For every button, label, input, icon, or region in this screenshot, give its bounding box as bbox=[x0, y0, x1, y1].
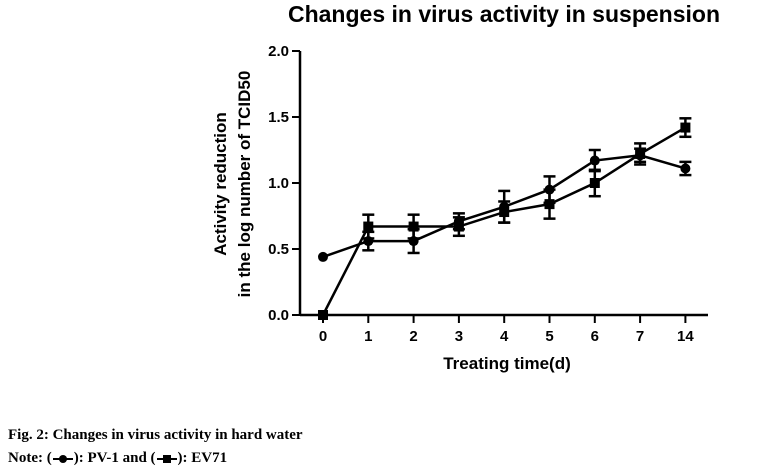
x-axis-label: Treating time(d) bbox=[443, 354, 571, 373]
data-point-ev71 bbox=[318, 310, 328, 320]
data-point-pv-1 bbox=[589, 155, 600, 166]
data-point-pv-1 bbox=[680, 163, 691, 174]
note-mid1: ): PV-1 and ( bbox=[73, 450, 156, 466]
data-point-ev71 bbox=[544, 199, 555, 210]
x-tick-label: 14 bbox=[677, 328, 694, 345]
x-tick-label: 0 bbox=[319, 328, 327, 345]
pv1-legend-icon bbox=[52, 454, 73, 463]
y-tick-label: 1.5 bbox=[268, 109, 289, 126]
y-axis-label-line2: in the log number of TCID50 bbox=[235, 71, 254, 298]
chart: Changes in virus activity in suspension … bbox=[211, 1, 720, 373]
y-tick-label: 0.5 bbox=[268, 241, 289, 258]
plot-area: 0.0 0.5 1.0 1.5 2.0 0 1 2 3 4 5 6 7 14 bbox=[268, 43, 694, 345]
y-tick-label: 1.0 bbox=[268, 175, 289, 192]
y-tick-label: 0.0 bbox=[268, 307, 289, 324]
x-tick-label: 1 bbox=[364, 328, 372, 345]
x-tick-label: 4 bbox=[500, 328, 509, 345]
figure-caption: Fig. 2: Changes in virus activity in har… bbox=[8, 427, 303, 443]
x-tick-label: 7 bbox=[636, 328, 644, 345]
data-point-ev71 bbox=[680, 122, 691, 133]
data-point-ev71 bbox=[408, 221, 419, 232]
x-tick-label: 3 bbox=[455, 328, 463, 345]
note-mid2: ): EV71 bbox=[177, 450, 228, 466]
data-point-ev71 bbox=[589, 178, 600, 188]
chart-title: Changes in virus activity in suspension bbox=[288, 1, 720, 27]
data-point-pv-1 bbox=[318, 251, 328, 262]
note-prefix: Note: ( bbox=[8, 450, 52, 466]
x-tick-label: 5 bbox=[545, 328, 553, 345]
data-point-ev71 bbox=[499, 207, 510, 218]
y-tick-label: 2.0 bbox=[268, 43, 289, 60]
data-point-ev71 bbox=[635, 148, 646, 159]
data-point-ev71 bbox=[363, 221, 374, 232]
x-tick-label: 2 bbox=[409, 328, 417, 345]
figure-note: Note: ( ): PV-1 and ( ): EV71 bbox=[8, 450, 227, 467]
data-point-ev71 bbox=[453, 221, 464, 232]
y-axis-label-line1: Activity reduction bbox=[211, 112, 230, 256]
ev71-legend-icon bbox=[156, 454, 177, 463]
x-tick-label: 6 bbox=[591, 328, 599, 345]
